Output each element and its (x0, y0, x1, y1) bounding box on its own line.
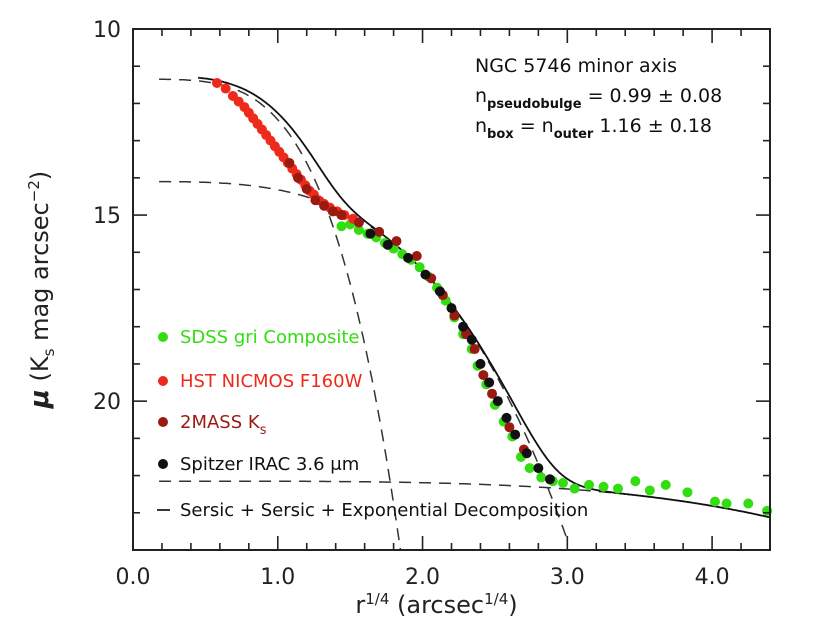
data-point (521, 448, 532, 459)
data-point (524, 463, 535, 474)
y-axis-title: μ (Ks mag arcsec−2) (25, 171, 58, 410)
data-point (598, 481, 609, 492)
legend-marker (158, 459, 168, 469)
data-point (557, 478, 568, 489)
data-point (382, 239, 393, 250)
data-point (403, 252, 414, 263)
series-spitzer-irac-3-6-m (365, 228, 555, 485)
x-tick-label: 3.0 (550, 565, 585, 590)
annotations: NGC 5746 minor axis npseudobulge = 0.99 ±… (475, 55, 722, 142)
data-point (466, 334, 477, 345)
data-point (220, 83, 231, 94)
data-point (365, 228, 376, 239)
x-tick-label: 2.0 (405, 565, 440, 590)
data-point (293, 172, 304, 183)
data-point (544, 474, 555, 485)
legend-model-label: Sersic + Sersic + Exponential Decomposit… (180, 500, 588, 521)
data-point (353, 224, 364, 235)
data-point (458, 321, 469, 332)
data-point (612, 483, 623, 494)
data-point (660, 479, 671, 490)
data-point (709, 496, 720, 507)
data-point (584, 479, 595, 490)
data-point (501, 412, 512, 423)
data-point (478, 370, 489, 381)
data-point (327, 206, 338, 217)
y-tick-label: 20 (93, 390, 121, 415)
data-point (414, 262, 425, 273)
legend-marker (158, 376, 168, 386)
data-point (284, 157, 295, 168)
data-point (569, 483, 580, 494)
data-point (374, 226, 385, 237)
x-tick-label: 4.0 (695, 565, 730, 590)
data-point (336, 221, 347, 232)
y-tick-label: 15 (93, 204, 121, 229)
legend-marker (158, 332, 168, 342)
data-point (310, 195, 321, 206)
data-point (475, 358, 486, 369)
data-point (536, 472, 547, 483)
data-point (434, 286, 445, 297)
data-point (211, 77, 222, 88)
data-point (484, 377, 495, 388)
data-point (301, 184, 312, 195)
data-point (446, 303, 457, 314)
annotation-n-box: nbox = nouter 1.16 ± 0.18 (475, 115, 712, 142)
data-point (391, 236, 402, 247)
data-point (630, 476, 641, 487)
data-point (353, 217, 364, 228)
series-2mass-k-s (284, 157, 529, 455)
legend-label: HST NICMOS F160W (180, 371, 363, 392)
annotation-galaxy: NGC 5746 minor axis (475, 55, 677, 77)
legend-label: SDSS gri Composite (180, 327, 359, 348)
x-tick-label: 0.0 (116, 565, 151, 590)
legend-label: 2MASS Ks (180, 412, 267, 438)
data-point (492, 396, 503, 407)
model-component-inner (159, 78, 402, 550)
data-point (721, 498, 732, 509)
model-total-curve (197, 76, 770, 519)
axes: 0.0 1.0 2.0 3.0 4.0 10 15 20 r1/4 (arcsec1/4) μ (… (25, 18, 771, 619)
data-point (336, 210, 347, 221)
legend-label: Spitzer IRAC 3.6 μm (180, 454, 359, 475)
data-point (411, 251, 422, 262)
series-hst-nicmos-f160w (211, 77, 359, 224)
legend-marker (158, 417, 168, 427)
data-point (504, 422, 515, 433)
y-tick-label: 10 (93, 18, 121, 43)
data-points (211, 77, 773, 516)
data-point (510, 429, 521, 440)
data-point (644, 485, 655, 496)
data-point (420, 269, 431, 280)
x-axis-title: r1/4 (arcsec1/4) (355, 590, 517, 619)
series-sdss-gri-composite (336, 219, 773, 516)
data-point (533, 463, 544, 474)
legend: SDSS gri Composite HST NICMOS F160W 2MASS … (157, 327, 588, 521)
data-point (469, 344, 480, 355)
data-point (743, 498, 754, 509)
data-point (487, 388, 498, 399)
data-point (682, 487, 693, 498)
x-tick-label: 1.0 (260, 565, 295, 590)
data-point (319, 200, 330, 211)
annotation-n-pseudobulge: npseudobulge = 0.99 ± 0.08 (475, 85, 722, 112)
